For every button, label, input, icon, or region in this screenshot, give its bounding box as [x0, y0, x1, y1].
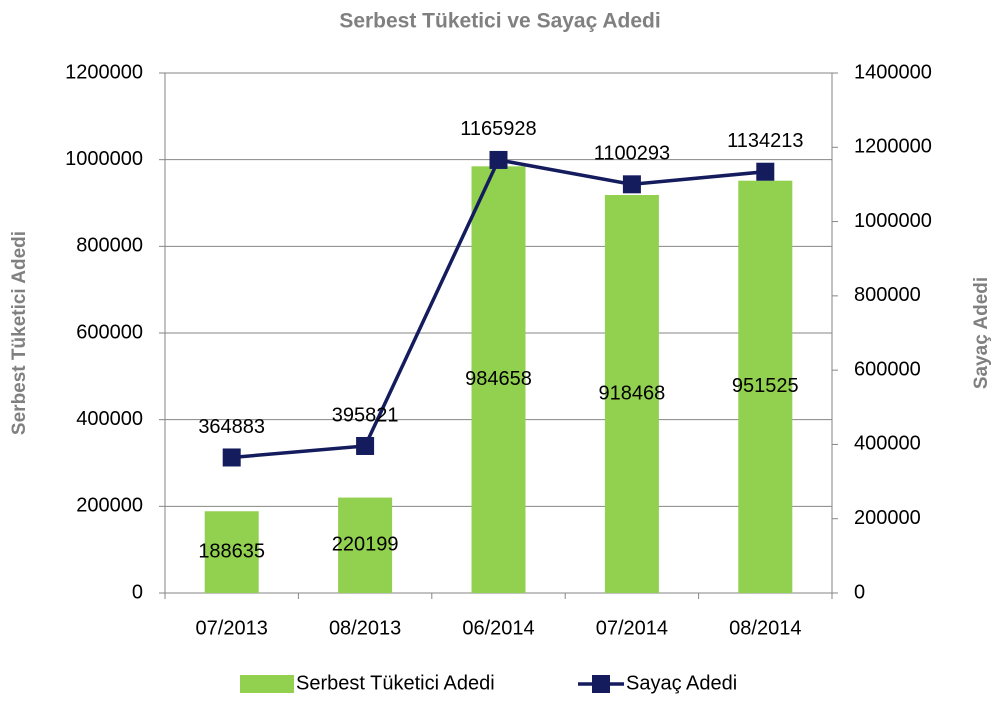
- bar-data-label: 220199: [332, 534, 399, 556]
- line-marker: [756, 162, 775, 181]
- bar-data-label: 951525: [732, 375, 799, 397]
- bar: [204, 511, 259, 593]
- bar: [338, 497, 393, 593]
- y-tick-label: 200000: [76, 495, 143, 517]
- y-tick-label: 1000000: [65, 148, 143, 170]
- y-tick-label: 1200000: [65, 61, 143, 83]
- x-tick-label: 07/2014: [596, 617, 668, 639]
- legend-label: Sayaç Adedi: [626, 672, 737, 694]
- bar-data-label: 918468: [599, 382, 666, 404]
- x-tick-label: 07/2013: [196, 617, 268, 639]
- y2-tick-label: 0: [854, 581, 865, 603]
- y2-tick-label: 400000: [854, 433, 921, 455]
- bar: [604, 194, 659, 593]
- line-data-label: 1100293: [594, 143, 670, 165]
- y2-tick-label: 1000000: [854, 210, 932, 232]
- line-data-label: 364883: [198, 416, 265, 438]
- y2-tick-label: 800000: [854, 284, 921, 306]
- legend-marker: [592, 675, 610, 693]
- x-tick-label: 08/2014: [729, 617, 801, 639]
- legend-label: Serbest Tüketici Adedi: [296, 672, 495, 694]
- y-tick-label: 600000: [76, 321, 143, 343]
- y2-tick-label: 600000: [854, 358, 921, 380]
- line-marker: [356, 436, 375, 455]
- line-data-label: 1134213: [727, 130, 803, 152]
- bar-data-label: 984658: [465, 368, 532, 390]
- y2-tick-label: 1400000: [854, 61, 932, 83]
- legend-swatch: [240, 675, 294, 693]
- line-data-label: 1165928: [460, 118, 536, 140]
- line-marker: [222, 448, 241, 467]
- y-tick-label: 400000: [76, 408, 143, 430]
- y2-tick-label: 200000: [854, 507, 921, 529]
- y-axis-title: Serbest Tüketici Adedi: [9, 231, 30, 435]
- y-tick-label: 0: [132, 581, 143, 603]
- x-tick-label: 08/2013: [329, 617, 401, 639]
- line-marker: [489, 150, 508, 169]
- chart-title: Serbest Tüketici ve Sayaç Adedi: [339, 10, 660, 33]
- x-tick-label: 06/2014: [462, 617, 534, 639]
- bar: [471, 166, 526, 593]
- bar-data-label: 188635: [198, 540, 265, 562]
- y-tick-label: 800000: [76, 235, 143, 257]
- bar: [738, 180, 793, 594]
- y2-axis-title: Sayaç Adedi: [971, 277, 992, 389]
- line-marker: [622, 175, 641, 194]
- y2-tick-label: 1200000: [854, 136, 932, 158]
- line-data-label: 395821: [332, 404, 399, 426]
